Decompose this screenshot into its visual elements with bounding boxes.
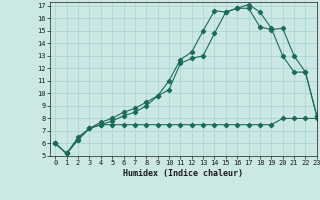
X-axis label: Humidex (Indice chaleur): Humidex (Indice chaleur) [123,169,243,178]
